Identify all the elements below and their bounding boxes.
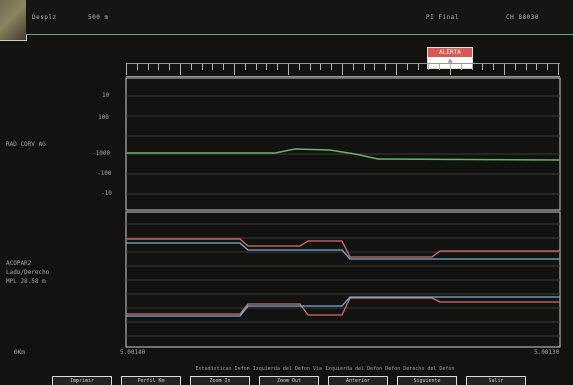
x-axis-start: 5.00140 [120,349,146,356]
lower-top-red [126,238,560,258]
top-bar: Desplz 500 m PI Final CH 88030 [26,0,573,34]
lower-top-blue [126,242,560,260]
scale-tick [266,64,268,70]
scale-tick [255,64,257,70]
upper-grid [126,95,560,195]
lower-label-line-1: ACOPAR2 [6,260,32,267]
upper-green-signal [126,148,561,161]
scale-tick [450,64,451,75]
scale-tick [309,64,311,70]
scale-tick [504,64,505,75]
scale-tick [482,64,484,70]
scale-tick [288,64,289,75]
scale-tick [212,64,214,70]
header-right-label: PI Final [426,14,459,21]
upper-tick-2: 100 [98,114,109,121]
scale-tick [558,64,559,75]
upper-panel-label: RAD CORV AG [6,141,46,148]
scale-tick [147,64,149,70]
upper-panel-border [125,77,561,211]
scale-tick [277,64,279,70]
scale-tick [352,64,354,70]
footer-caption: Estadisticas Defon Izquierda del Defon V… [195,366,455,372]
scale-tick [363,64,365,70]
upper-tick-5: -10 [101,190,112,197]
lower-label-line-3: MPL 28.58 m [6,278,46,285]
scale-tick [126,64,127,75]
profile-km-button[interactable]: Perfil Km [121,376,181,385]
scale-tick [331,64,333,70]
lower-bottom-red [126,297,560,316]
scale-tick [136,64,138,70]
legend-title: ALERTA [428,48,472,57]
scale-tick [396,64,397,75]
x-axis-end: 5.00130 [534,349,560,356]
scale-tick [234,64,235,75]
upper-tick-1: 10 [102,92,110,99]
button-row: Imprimir Perfil Km Zoom In Zoom Out Ante… [52,376,526,385]
scale-tick [180,64,181,75]
scale-tick [320,64,322,70]
scale-tick [417,64,419,70]
upper-tick-4: -100 [97,170,112,177]
print-button[interactable]: Imprimir [52,376,112,385]
zoom-in-button[interactable]: Zoom In [190,376,250,385]
x-axis-left-tag: 0Km [14,349,25,356]
next-button[interactable]: Siguiente [397,376,457,385]
legend-value: 0 [448,59,452,66]
scale-tick [493,64,495,70]
scale-tick [406,64,408,70]
scale-tick [201,64,203,70]
scale-tick [223,64,225,70]
header-right-value: CH 88030 [506,14,539,21]
upper-tick-3: -1000 [92,150,111,157]
scale-tick [428,64,430,70]
scale-tick [525,64,527,70]
zoom-out-button[interactable]: Zoom Out [259,376,319,385]
scale-tick [190,64,192,70]
scale-tick [342,64,343,75]
scale-tick [298,64,300,70]
scale-tick [244,64,246,70]
lower-grid [126,223,560,337]
scale-tick [439,64,441,70]
scale-tick [158,64,160,70]
previous-button[interactable]: Anterior [328,376,388,385]
scale-tick [169,64,171,70]
lower-label-line-2: Lado/Derecho [6,269,50,276]
top-divider [26,34,573,35]
lower-panel-label: ACOPAR2 Lado/Derecho MPL 28.58 m [6,259,49,286]
scale-tick [460,64,462,70]
header-left-label: Desplz [32,14,57,21]
scale-tick [374,64,376,70]
scale-tick [385,64,387,70]
scale-tick [536,64,538,70]
scale-tick [471,64,473,70]
scale-tick [547,64,549,70]
scale-strip [126,63,560,77]
lower-bottom-blue [126,296,560,317]
scale-tick [514,64,516,70]
header-left-value: 500 m [88,14,109,21]
exit-button[interactable]: Salir [466,376,526,385]
